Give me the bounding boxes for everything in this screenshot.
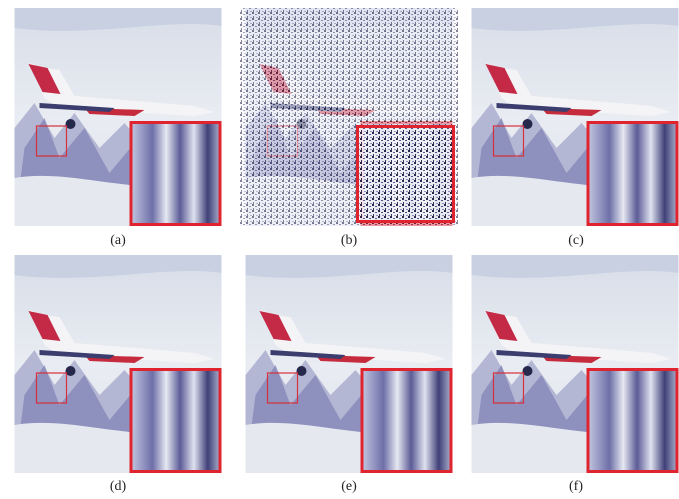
panel-d — [15, 255, 222, 473]
caption: (f) — [569, 479, 583, 494]
caption: (d) — [110, 479, 127, 494]
panel-c — [472, 8, 679, 226]
caption: (b) — [341, 233, 358, 248]
figure: (a) (b) (c) (d) (e) (f) — [0, 0, 679, 494]
caption: (e) — [341, 479, 357, 494]
panel-f — [472, 255, 679, 473]
caption: (c) — [568, 233, 584, 248]
panel-e — [246, 255, 453, 473]
caption: (a) — [110, 233, 126, 248]
panel-b — [240, 8, 458, 226]
panel-a — [15, 8, 222, 226]
